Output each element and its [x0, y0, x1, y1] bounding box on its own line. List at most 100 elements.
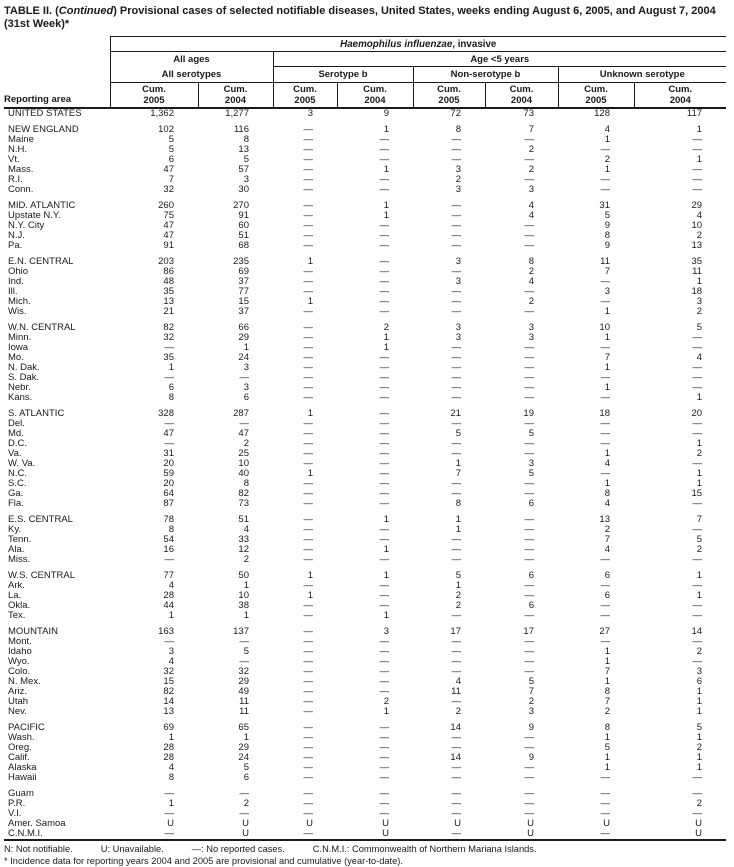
cell-value: 1 — [634, 753, 726, 763]
cell-value: — — [110, 809, 198, 819]
cell-value: 1 — [337, 125, 413, 135]
cell-value: 82 — [198, 489, 273, 499]
cell-value: 20 — [634, 409, 726, 419]
cell-value: — — [337, 409, 413, 419]
cell-value: U — [273, 819, 337, 829]
cell-reporting-area: Ind. — [4, 277, 110, 287]
cell-value: — — [413, 799, 485, 809]
cell-value: 1 — [634, 697, 726, 707]
cell-value: 17 — [485, 627, 558, 637]
cell-value: 25 — [198, 449, 273, 459]
cell-value: 1 — [634, 393, 726, 403]
cell-value: 29 — [198, 677, 273, 687]
cell-value: 27 — [558, 627, 634, 637]
cell-value: 3 — [413, 185, 485, 195]
cell-value: — — [558, 393, 634, 403]
cell-value: 328 — [110, 409, 198, 419]
cell-value: 1 — [558, 733, 634, 743]
cell-reporting-area: Mass. — [4, 165, 110, 175]
cell-value: — — [337, 241, 413, 251]
cell-value: 1 — [634, 469, 726, 479]
cell-value: 29 — [634, 201, 726, 211]
cell-reporting-area: Tenn. — [4, 535, 110, 545]
cell-value: 31 — [110, 449, 198, 459]
cell-value: — — [273, 627, 337, 637]
cell-value: 1 — [413, 525, 485, 535]
cell-value: — — [485, 647, 558, 657]
cell-value: — — [634, 185, 726, 195]
cell-value: — — [273, 221, 337, 231]
cell-value: — — [273, 383, 337, 393]
cell-value: — — [413, 773, 485, 783]
cell-reporting-area: N.H. — [4, 145, 110, 155]
cell-value: 1 — [558, 165, 634, 175]
cell-value: — — [273, 459, 337, 469]
cell-reporting-area: Ga. — [4, 489, 110, 499]
cell-value: 21 — [413, 409, 485, 419]
cell-value: 38 — [198, 601, 273, 611]
cell-value: 7 — [413, 469, 485, 479]
cell-value: — — [273, 667, 337, 677]
cell-value: — — [485, 449, 558, 459]
cell-value: — — [413, 809, 485, 819]
cell-reporting-area: La. — [4, 591, 110, 601]
cell-value: — — [337, 743, 413, 753]
cell-value: 5 — [558, 743, 634, 753]
cell-value: — — [273, 647, 337, 657]
cell-reporting-area: W.N. CENTRAL — [4, 323, 110, 333]
cell-value: 1 — [558, 479, 634, 489]
cell-reporting-area: N.C. — [4, 469, 110, 479]
cell-value: — — [337, 723, 413, 733]
cell-value: — — [273, 439, 337, 449]
cell-value: 1 — [558, 677, 634, 687]
cell-value: 66 — [198, 323, 273, 333]
cell-value: — — [273, 789, 337, 799]
cell-value: 1 — [634, 125, 726, 135]
cell-value: — — [485, 657, 558, 667]
cell-value: 32 — [198, 667, 273, 677]
cell-value: 1 — [337, 211, 413, 221]
cell-value: — — [485, 135, 558, 145]
cell-value: 69 — [110, 723, 198, 733]
cell-value: 2 — [634, 545, 726, 555]
cell-value: — — [110, 373, 198, 383]
cell-value: 3 — [198, 175, 273, 185]
cell-value: — — [337, 687, 413, 697]
col-header-cum-2005: Cum.2005 — [273, 83, 337, 109]
cell-reporting-area: R.I. — [4, 175, 110, 185]
cell-value: — — [413, 763, 485, 773]
cell-value: — — [337, 555, 413, 565]
cell-value: — — [413, 297, 485, 307]
cell-reporting-area: Oreg. — [4, 743, 110, 753]
cell-value: — — [337, 591, 413, 601]
cell-value: 1 — [198, 343, 273, 353]
cell-value: 4 — [634, 211, 726, 221]
cell-value: — — [485, 733, 558, 743]
footnote-dash: —: No reported cases. — [192, 844, 285, 854]
cell-reporting-area: Ark. — [4, 581, 110, 591]
cell-reporting-area: Mo. — [4, 353, 110, 363]
cell-value: 128 — [558, 108, 634, 119]
cell-value: — — [558, 611, 634, 621]
cell-value: 2 — [634, 307, 726, 317]
cell-value: — — [337, 231, 413, 241]
cell-value: — — [337, 469, 413, 479]
cell-value: 1 — [634, 591, 726, 601]
cell-value: — — [273, 733, 337, 743]
cell-value: 60 — [198, 221, 273, 231]
cell-value: 17 — [413, 627, 485, 637]
cell-value: 9 — [558, 241, 634, 251]
unknown-serotype-header: Unknown serotype — [558, 67, 726, 83]
cell-value: 8 — [558, 489, 634, 499]
cell-value: — — [198, 657, 273, 667]
cell-value: — — [273, 723, 337, 733]
cell-value: — — [337, 647, 413, 657]
cell-reporting-area: N.J. — [4, 231, 110, 241]
cell-reporting-area: Amer. Samoa — [4, 819, 110, 829]
